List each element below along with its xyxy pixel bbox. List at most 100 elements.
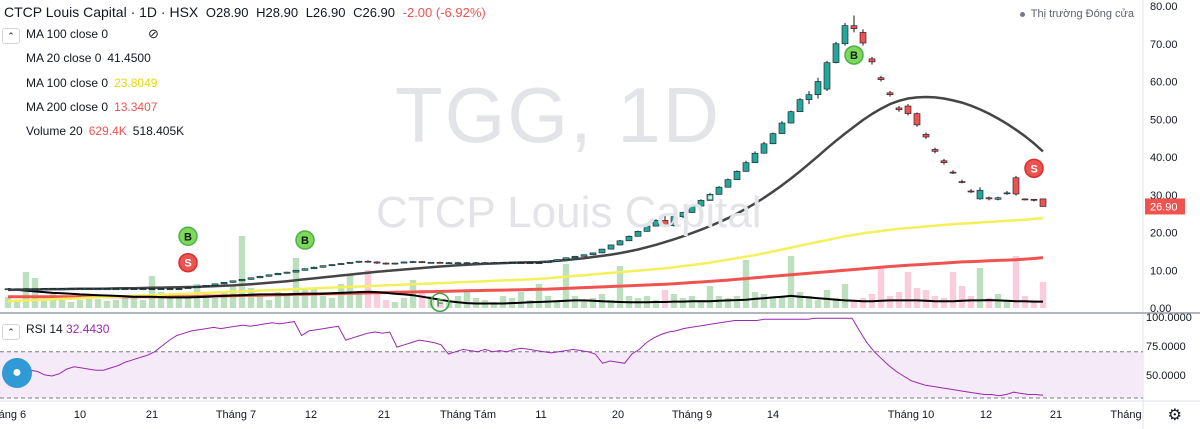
candle-body xyxy=(409,261,417,263)
candle-body xyxy=(49,288,57,291)
candle-body xyxy=(472,262,480,265)
candle-body xyxy=(256,275,264,279)
candle-body xyxy=(643,225,651,232)
candle-body xyxy=(40,288,48,291)
candle-body xyxy=(490,262,498,265)
legend-rsi-value: 32.4430 xyxy=(66,322,110,336)
price-tick-label: 50.00 xyxy=(1150,114,1178,126)
candle-body xyxy=(814,81,822,96)
legend-ma200[interactable]: MA 200 close 0 13.3407 xyxy=(26,100,157,114)
rsi-line xyxy=(7,317,1044,397)
volume-bar xyxy=(373,294,381,308)
candle-body xyxy=(724,179,732,188)
volume-bar xyxy=(769,298,777,308)
candle-body xyxy=(580,254,588,257)
candle-body xyxy=(436,262,444,264)
candle-body xyxy=(949,171,957,174)
candle-body xyxy=(967,190,975,193)
volume-bar xyxy=(418,290,426,308)
candle-body xyxy=(391,262,399,265)
price-tick-label: 20.00 xyxy=(1150,228,1178,240)
candle-body xyxy=(211,283,219,286)
candle-body xyxy=(715,186,723,195)
candle-body xyxy=(364,260,372,263)
candle-body xyxy=(1021,198,1029,201)
legend-rsi[interactable]: RSI 14 32.4430 xyxy=(26,322,109,336)
volume-bar xyxy=(409,280,417,308)
volume-bar xyxy=(121,298,129,308)
time-tick-label: Tháng xyxy=(1110,409,1141,421)
candle-body xyxy=(607,244,615,250)
candle-body xyxy=(868,58,876,63)
ohlc-high: H28.90 xyxy=(256,5,299,20)
volume-bar xyxy=(67,302,75,308)
volume-bar xyxy=(247,288,255,308)
candle-body xyxy=(247,277,255,280)
price-tick-label: 40.00 xyxy=(1150,152,1178,164)
candle-body xyxy=(274,272,282,276)
candle-body xyxy=(679,212,687,217)
candle-body xyxy=(850,25,858,29)
hide-eye-icon[interactable]: ⊘ xyxy=(148,26,159,41)
signal-label: S xyxy=(1030,163,1037,175)
volume-bar xyxy=(130,295,138,308)
candle-body xyxy=(85,288,93,291)
volume-bar xyxy=(148,276,156,308)
candle-body xyxy=(193,286,201,288)
volume-bar xyxy=(1003,300,1011,308)
candle-body xyxy=(382,262,390,265)
candle-body xyxy=(58,288,66,291)
candle-body xyxy=(283,271,291,274)
symbol-title[interactable]: CTCP Louis Capital · 1D · HSX xyxy=(4,4,199,20)
legend-ma20[interactable]: MA 20 close 0 41.4500 xyxy=(26,51,151,65)
volume-bar xyxy=(715,296,723,308)
candle-body xyxy=(328,264,336,267)
candle-body xyxy=(625,235,633,242)
candle-body xyxy=(499,262,507,265)
volume-bar xyxy=(940,298,948,308)
signal-label: F xyxy=(437,297,444,309)
volume-bar xyxy=(4,296,12,308)
volume-bar xyxy=(607,300,615,308)
time-tick-label: 20 xyxy=(612,409,624,421)
volume-bar xyxy=(697,300,705,308)
candle-body xyxy=(769,133,777,145)
time-tick-label: 11 xyxy=(535,409,546,421)
tradingview-logo-icon[interactable]: ● xyxy=(2,358,32,388)
candle-body xyxy=(94,288,102,291)
ohlc-close: C26.90 xyxy=(353,5,396,20)
volume-bar xyxy=(400,298,408,308)
candle-body xyxy=(706,194,714,201)
candle-body xyxy=(148,288,156,291)
volume-bar xyxy=(103,300,111,308)
volume-bar xyxy=(283,294,291,308)
volume-bar xyxy=(877,268,885,308)
legend-volume[interactable]: Volume 20 629.4K 518.405K xyxy=(26,124,184,138)
candle-body xyxy=(526,262,534,265)
volume-bar xyxy=(301,290,309,308)
candle-body xyxy=(4,288,12,291)
legend-volume-value2: 518.405K xyxy=(132,124,185,138)
legend-ma20-label: MA 20 close 0 xyxy=(26,51,102,65)
volume-bar xyxy=(886,296,894,308)
candle-body xyxy=(958,181,966,183)
rsi-toggle-button[interactable]: ⌃ xyxy=(2,324,20,340)
rsi-tick-label: 50.0000 xyxy=(1146,370,1186,382)
candle-body xyxy=(553,259,561,262)
signal-label: B xyxy=(184,231,192,243)
candle-body xyxy=(418,261,426,264)
candle-body xyxy=(373,261,381,264)
last-price-label: 26.90 xyxy=(1150,201,1178,213)
legend-ma-collapsed[interactable]: MA 100 close 0 xyxy=(26,27,109,41)
gear-icon[interactable]: ⚙ xyxy=(1167,407,1182,424)
legend-toggle-button[interactable]: ⌃ xyxy=(2,28,20,44)
volume-bar xyxy=(13,300,21,308)
candle-body xyxy=(733,171,741,180)
legend-ma100[interactable]: MA 100 close 0 23.8049 xyxy=(26,76,157,90)
candle-body xyxy=(1003,192,1011,195)
candle-body xyxy=(76,288,84,291)
price-tick-label: 0.00 xyxy=(1150,303,1171,315)
volume-bar xyxy=(553,300,561,308)
legend-ma200-value: 13.3407 xyxy=(114,100,158,114)
